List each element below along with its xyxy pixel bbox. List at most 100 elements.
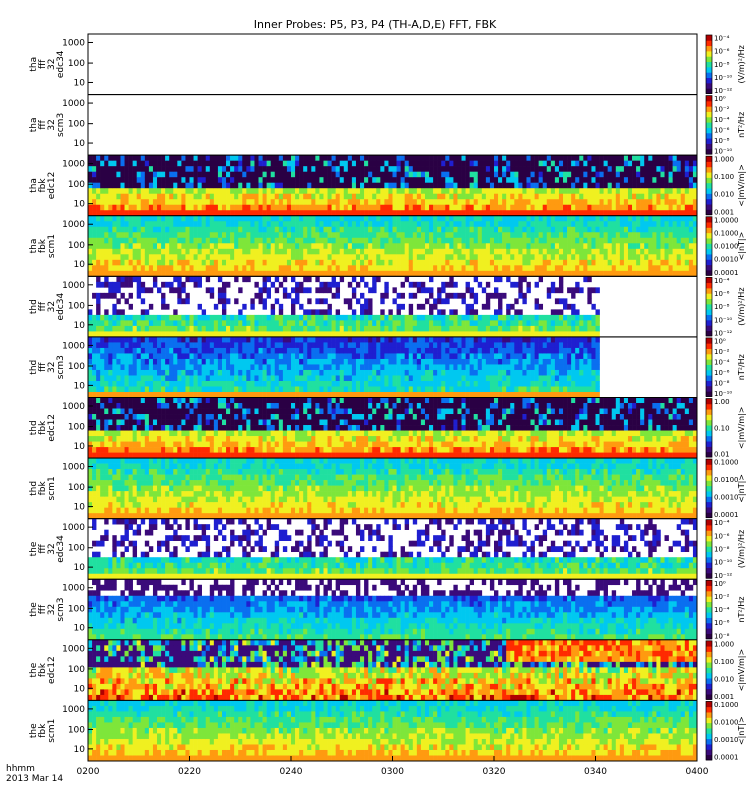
y-tick-label: 10 (74, 563, 86, 573)
y-tick-label: 100 (68, 120, 85, 130)
panel-ylabel: tha (29, 118, 39, 133)
colorbar-tick-label: 0.010 (714, 675, 734, 683)
y-tick-label: 10 (74, 139, 86, 149)
y-tick-label: 10 (74, 684, 86, 694)
colorbar (705, 34, 713, 94)
panel-ylabel: 32 (47, 119, 57, 130)
colorbar-tick-label: 10⁻⁸ (714, 545, 730, 553)
panel-ylabel: 32 (47, 543, 57, 554)
colorbar-label: <|nT|> (737, 474, 746, 503)
date-label: 2013 Mar 14 (6, 774, 64, 784)
panel-ylabel: edc34 (56, 535, 66, 563)
panel-2: 10 100 1000 tha fff 32 scm3 10⁻¹⁰ 10⁻⁸ 10⁻⁶ 10⁻⁴ 10… (29, 94, 746, 156)
panel-ylabel: fbk (38, 481, 48, 496)
spectrogram-image (88, 700, 698, 762)
panel-12: 10 100 1000 the fbk scm1 0.0001 0.0010 0.0100 0.1… (29, 699, 746, 762)
panel-ylabel: 32 (47, 301, 57, 312)
panel-1: 10 100 1000 tha fff 32 edc34 10⁻¹² 10⁻¹⁰ 10⁻⁸ 10⁻⁶… (29, 33, 746, 95)
colorbar-tick-label: 1.0000 (714, 216, 739, 224)
panel-ylabel: scm3 (56, 113, 66, 137)
panel-frame (87, 94, 698, 156)
colorbar-label: nT²/Hz (737, 354, 746, 380)
panel-7: 10 100 1000 thd fbk edc12 0.01 0.10 1.00 <|mV/m|> (29, 397, 746, 459)
colorbar-tick-label: 0.1000 (714, 459, 739, 467)
colorbar-tick-label: 10⁻¹² (714, 87, 732, 95)
y-tick-label: 1000 (62, 463, 85, 473)
colorbar (705, 337, 713, 397)
y-tick-label: 10 (74, 200, 86, 210)
panel-ylabel: fbk (38, 662, 48, 677)
colorbar (705, 216, 713, 276)
colorbar (705, 519, 713, 579)
panel-ylabel: edc12 (47, 414, 57, 442)
colorbar-tick-label: 10⁻¹² (714, 572, 732, 580)
y-tick-label: 10 (74, 503, 86, 513)
panel-5: 10 100 1000 thd fff 32 edc34 10⁻¹² 10⁻¹⁰ 10⁻⁸ 10⁻⁶… (29, 275, 746, 338)
colorbar-label: <|mV/m|> (737, 649, 746, 692)
colorbar-tick-label: 1.00 (714, 398, 730, 406)
panel-ylabel: fff (38, 119, 48, 129)
time-format-label: hhmm (6, 764, 35, 774)
panel-ylabel: thd (29, 299, 39, 314)
colorbar-tick-label: 10⁻⁴ (714, 277, 730, 285)
colorbar-tick-label: 10⁰ (714, 580, 726, 588)
panel-9: 10 100 1000 the fff 32 edc34 10⁻¹² 10⁻¹⁰ 10⁻⁸ 10⁻⁶… (29, 518, 746, 580)
y-tick-label: 10 (74, 745, 86, 755)
colorbar (705, 579, 713, 640)
colorbar-label: (V/m)²/Hz (737, 287, 746, 325)
spectrogram-image (88, 397, 698, 459)
y-tick-label: 10 (74, 624, 86, 634)
y-tick-label: 100 (68, 301, 85, 311)
colorbar-tick-label: 0.0010 (714, 256, 739, 264)
y-tick-label: 1000 (62, 705, 85, 715)
x-tick-label: 0300 (381, 767, 404, 777)
panel-ylabel: tha (29, 178, 39, 193)
colorbar-tick-label: 0.010 (714, 191, 734, 199)
colorbar (705, 398, 713, 458)
colorbar (705, 155, 713, 216)
colorbar-tick-label: 0.001 (714, 208, 734, 216)
y-tick-label: 10 (74, 321, 86, 331)
colorbar-tick-label: 10⁻⁶ (714, 369, 730, 377)
spectrogram-image (88, 155, 698, 217)
y-tick-label: 100 (68, 180, 85, 190)
panel-ylabel: edc34 (56, 50, 66, 78)
panel-ylabel: fbk (38, 723, 48, 738)
colorbar-tick-label: 10⁰ (714, 95, 726, 103)
colorbar-tick-label: 1.000 (714, 640, 734, 648)
colorbar-tick-label: 10⁻⁶ (714, 290, 730, 298)
y-tick-label: 100 (68, 604, 85, 614)
colorbar-tick-label: 10⁻⁶ (714, 619, 730, 627)
spectrogram-image (88, 579, 698, 641)
colorbar-label: <|nT|> (737, 716, 746, 745)
y-tick-label: 100 (68, 423, 85, 433)
panel-ylabel: fff (38, 301, 48, 311)
y-tick-label: 1000 (62, 160, 85, 170)
panel-4: 10 100 1000 tha fbk scm1 0.0001 0.0010 0.0100 0.1… (29, 215, 746, 277)
colorbar-tick-label: 10⁻⁴ (714, 358, 730, 366)
y-tick-label: 10 (74, 442, 86, 452)
y-tick-label: 1000 (62, 402, 85, 412)
y-tick-label: 1000 (62, 220, 85, 230)
y-tick-label: 1000 (62, 644, 85, 654)
colorbar-tick-label: 0.0100 (714, 476, 739, 484)
colorbar-tick-label: 0.01 (714, 451, 730, 459)
colorbar-tick-label: 0.0001 (714, 511, 739, 519)
colorbar-tick-label: 10⁻¹⁰ (714, 559, 732, 567)
colorbar (705, 701, 713, 761)
colorbar-label: <|mV/m|> (737, 164, 746, 207)
colorbar-tick-label: 0.0010 (714, 736, 739, 744)
panel-ylabel: 32 (47, 361, 57, 372)
panel-ylabel: scm3 (56, 355, 66, 379)
colorbar-tick-label: 10⁻⁴ (714, 606, 730, 614)
panel-ylabel: scm1 (47, 234, 57, 258)
colorbar-tick-label: 0.10 (714, 424, 730, 432)
colorbar-tick-label: 10⁻⁴ (714, 519, 730, 527)
y-tick-label: 10 (74, 78, 86, 88)
colorbar-tick-label: 10⁻² (714, 348, 730, 356)
colorbar-tick-label: 10⁻² (714, 593, 730, 601)
panel-ylabel: the (29, 662, 39, 677)
panel-ylabel: 32 (47, 59, 57, 70)
panel-ylabel: scm1 (47, 719, 57, 743)
